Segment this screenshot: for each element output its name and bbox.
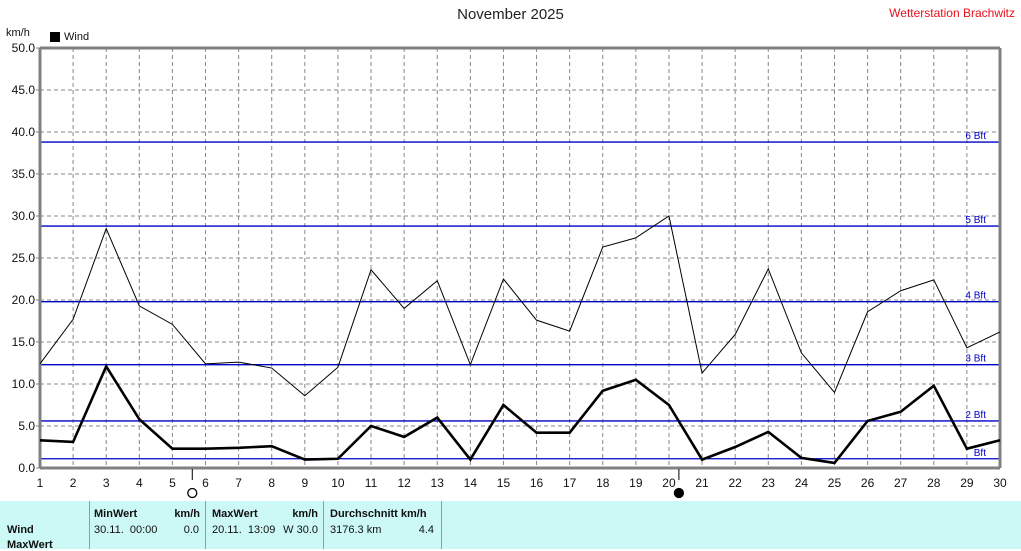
min-datetime: 30.11. 00:00 bbox=[94, 524, 158, 536]
beaufort-label: 3 Bft bbox=[965, 354, 986, 365]
min-value: 0.0 bbox=[183, 524, 199, 536]
x-tick-label: 20 bbox=[662, 476, 676, 490]
beaufort-label: 2 Bft bbox=[965, 410, 986, 421]
x-tick-label: 19 bbox=[629, 476, 643, 490]
beaufort-label: Bft bbox=[974, 448, 986, 459]
x-tick-label: 18 bbox=[596, 476, 610, 490]
row-label-maxwert: MaxWert bbox=[7, 539, 53, 551]
station-name: Wetterstation Brachwitz bbox=[889, 6, 1015, 20]
row-label-wind: Wind bbox=[7, 524, 34, 536]
max-unit: km/h bbox=[292, 508, 318, 520]
x-tick-label: 21 bbox=[695, 476, 709, 490]
x-tick-label: 12 bbox=[397, 476, 411, 490]
x-tick-label: 14 bbox=[464, 476, 478, 490]
beaufort-label: 4 Bft bbox=[965, 291, 986, 302]
series bbox=[39, 215, 1001, 465]
legend: Wind bbox=[50, 31, 89, 43]
stats-max-column: MaxWert km/h 20.11. 13:09 W 30.0 bbox=[206, 501, 324, 549]
x-tick-label: 7 bbox=[235, 476, 242, 490]
x-tick-label: 4 bbox=[136, 476, 143, 490]
x-tick-label: 8 bbox=[268, 476, 275, 490]
x-tick-label: 15 bbox=[497, 476, 511, 490]
avg-value: 4.4 bbox=[418, 524, 434, 536]
x-tick-label: 25 bbox=[828, 476, 842, 490]
y-tick-label: 40.0 bbox=[12, 125, 36, 139]
x-tick-label: 10 bbox=[331, 476, 345, 490]
axes: 0.0 5.0 10.0 15.0 20.0 25.0 30.0 35.0 40.0 45.0 50… bbox=[12, 41, 1007, 490]
y-tick-label: 50.0 bbox=[12, 41, 36, 55]
x-tick-label: 2 bbox=[70, 476, 77, 490]
x-tick-label: 30 bbox=[993, 476, 1007, 490]
x-tick-label: 6 bbox=[202, 476, 209, 490]
y-tick-label: 25.0 bbox=[12, 251, 36, 265]
x-tick-label: 26 bbox=[861, 476, 875, 490]
stats-table: Wind MaxWert MinWert km/h 30.11. 00:00 0… bbox=[0, 501, 1021, 551]
avg-header: Durchschnitt km/h bbox=[330, 508, 427, 520]
full-moon-icon bbox=[187, 487, 198, 499]
x-tick-label: 5 bbox=[169, 476, 176, 490]
stats-min-column: MinWert km/h 30.11. 00:00 0.0 bbox=[89, 501, 206, 549]
beaufort-label: 5 Bft bbox=[965, 215, 986, 226]
legend-swatch-icon bbox=[50, 32, 60, 42]
min-header: MinWert bbox=[94, 508, 138, 520]
wind-chart: Bft 2 Bft 3 Bft 4 Bft 5 Bft 6 Bft 0.0 5.0 10.0 1… bbox=[12, 41, 1007, 499]
chart-title: November 2025 bbox=[457, 6, 564, 23]
stats-avg-column: Durchschnitt km/h 3176.3 km 4.4 bbox=[324, 501, 442, 549]
x-tick-label: 27 bbox=[894, 476, 908, 490]
annotations bbox=[187, 469, 685, 499]
x-tick-label: 9 bbox=[301, 476, 308, 490]
y-tick-label: 5.0 bbox=[18, 419, 35, 433]
y-tick-label: 45.0 bbox=[12, 83, 36, 97]
legend-label: Wind bbox=[64, 31, 90, 43]
wind-average-line bbox=[39, 363, 1001, 465]
y-tick-label: 10.0 bbox=[12, 377, 36, 391]
max-value: W 30.0 bbox=[283, 524, 318, 536]
avg-distance: 3176.3 km bbox=[330, 524, 382, 536]
x-tick-label: 29 bbox=[960, 476, 974, 490]
x-tick-label: 24 bbox=[795, 476, 809, 490]
x-tick-label: 28 bbox=[927, 476, 941, 490]
x-tick-label: 13 bbox=[431, 476, 445, 490]
x-tick-label: 1 bbox=[37, 476, 44, 490]
beaufort-lines: Bft 2 Bft 3 Bft 4 Bft 5 Bft 6 Bft bbox=[40, 131, 1000, 460]
beaufort-label: 6 Bft bbox=[965, 131, 986, 142]
x-tick-label: 16 bbox=[530, 476, 544, 490]
x-tick-label: 17 bbox=[563, 476, 577, 490]
grid bbox=[40, 48, 1000, 468]
max-header: MaxWert bbox=[212, 508, 258, 520]
y-axis-unit: km/h bbox=[6, 27, 30, 39]
y-tick-label: 30.0 bbox=[12, 209, 36, 223]
x-tick-label: 22 bbox=[728, 476, 742, 490]
x-tick-label: 3 bbox=[103, 476, 110, 490]
max-datetime: 20.11. 13:09 bbox=[212, 524, 276, 536]
y-tick-label: 15.0 bbox=[12, 335, 36, 349]
min-unit: km/h bbox=[174, 508, 200, 520]
y-tick-label: 0.0 bbox=[18, 461, 35, 475]
wind-max-line bbox=[39, 215, 1001, 397]
stats-row-labels: Wind MaxWert bbox=[0, 501, 90, 551]
y-tick-label: 20.0 bbox=[12, 293, 36, 307]
new-moon-icon bbox=[673, 487, 685, 499]
x-tick-label: 23 bbox=[762, 476, 776, 490]
x-tick-label: 11 bbox=[365, 476, 378, 490]
y-tick-label: 35.0 bbox=[12, 167, 36, 181]
